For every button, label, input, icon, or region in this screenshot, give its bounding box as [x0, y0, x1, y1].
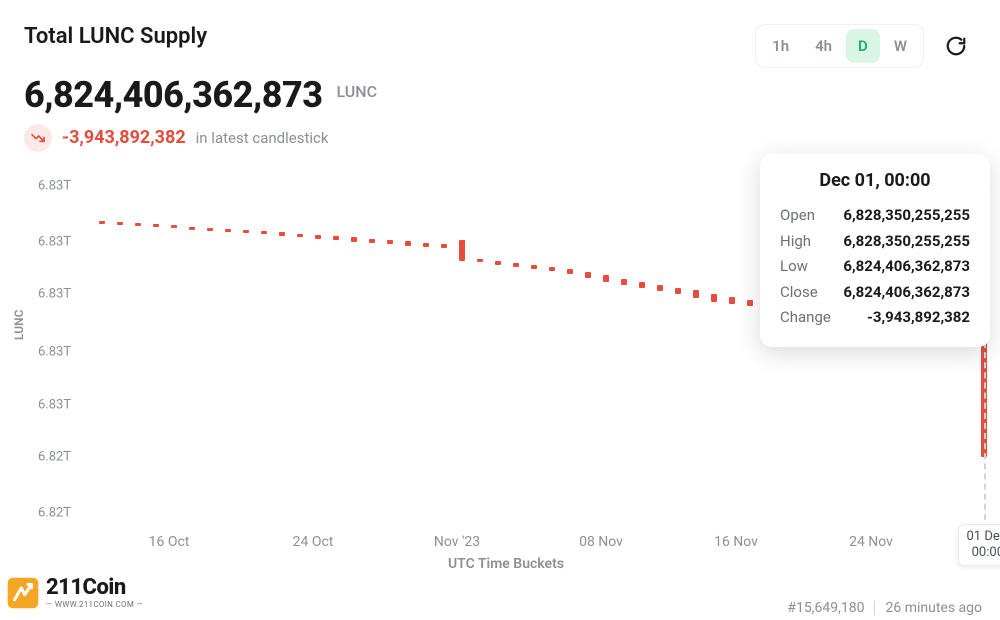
candle [99, 221, 105, 224]
candle [387, 240, 393, 244]
x-tick: 16 Oct [149, 534, 190, 550]
candle [495, 261, 501, 265]
x-tick: 24 Oct [293, 534, 334, 550]
candle [603, 275, 609, 282]
candle [531, 265, 537, 269]
candle [351, 237, 357, 242]
watermark: 211Coin — WWW.211COIN.COM — [6, 576, 143, 610]
candle [621, 279, 627, 285]
tooltip-row: Close 6,824,406,362,873 [780, 280, 970, 306]
candle [333, 236, 339, 240]
tooltip-key: Low [780, 254, 808, 280]
candle [657, 285, 663, 291]
y-tick: 6.83T [38, 397, 71, 412]
candle [135, 223, 141, 226]
candle [261, 231, 267, 234]
y-tick: 6.83T [38, 234, 71, 249]
candle [711, 294, 717, 302]
candle [171, 225, 177, 228]
tooltip-key: Change [780, 305, 831, 331]
y-tick: 6.83T [38, 287, 71, 302]
x-tick: 24 Nov [849, 534, 893, 550]
candle [693, 290, 699, 297]
time-tab-4h[interactable]: 4h [803, 29, 844, 63]
x-tick: Nov '23 [434, 534, 480, 550]
candle [441, 244, 447, 248]
block-number: #15,649,180 [787, 600, 864, 616]
candle [639, 282, 645, 288]
page-title: Total LUNC Supply [24, 24, 207, 49]
candle [369, 239, 375, 243]
candle [297, 234, 303, 238]
refresh-button[interactable] [936, 26, 976, 66]
time-tab-1h[interactable]: 1h [760, 29, 801, 63]
tooltip-key: High [780, 229, 811, 255]
candle [567, 269, 573, 275]
tooltip-value: 6,828,350,255,255 [843, 203, 970, 229]
tooltip-key: Open [780, 203, 815, 229]
y-axis-title: LUNC [12, 310, 26, 340]
candle [423, 243, 429, 247]
candle [747, 300, 753, 306]
footer-meta: #15,649,180 26 minutes ago [787, 600, 982, 616]
change-label: in latest candlestick [196, 129, 329, 147]
candle [729, 297, 735, 304]
tooltip-row: Low 6,824,406,362,873 [780, 254, 970, 280]
candle [225, 229, 231, 232]
candle [243, 230, 249, 233]
controls: 1h4hDW [755, 24, 976, 68]
candle [513, 263, 519, 267]
y-tick: 6.83T [38, 178, 71, 193]
refresh-icon [945, 35, 967, 57]
change-row: -3,943,892,382 in latest candlestick [24, 124, 976, 152]
y-tick: 6.83T [38, 345, 71, 360]
time-tab-w[interactable]: W [882, 29, 919, 63]
chart-tooltip: Dec 01, 00:00 Open 6,828,350,255,255 High 6… [760, 154, 990, 347]
x-tick: 08 Nov [579, 534, 623, 550]
candle [279, 232, 285, 236]
trend-down-badge [24, 124, 52, 152]
tooltip-row: High 6,828,350,255,255 [780, 229, 970, 255]
candle [153, 224, 159, 227]
supply-value: 6,824,406,362,873 [24, 76, 323, 116]
tooltip-row: Open 6,828,350,255,255 [780, 203, 970, 229]
candle [477, 259, 483, 262]
separator [874, 601, 875, 615]
tooltip-value: 6,828,350,255,255 [843, 229, 970, 255]
candle [459, 240, 465, 261]
watermark-icon [6, 576, 40, 610]
last-updated: 26 minutes ago [885, 600, 982, 616]
change-value: -3,943,892,382 [62, 127, 186, 148]
candle [405, 241, 411, 245]
candle [117, 222, 123, 225]
x-axis-title: UTC Time Buckets [448, 556, 564, 572]
candle [315, 235, 321, 239]
tooltip-row: Change -3,943,892,382 [780, 305, 970, 331]
watermark-sub: — WWW.211COIN.COM — [46, 601, 143, 609]
ticker-label: LUNC [336, 82, 377, 101]
stats-block: 6,824,406,362,873 LUNC -3,943,892,382 in… [0, 68, 1000, 152]
trend-down-icon [30, 130, 46, 146]
tooltip-value: -3,943,892,382 [867, 305, 970, 331]
candle [585, 272, 591, 278]
y-tick: 6.82T [38, 450, 71, 465]
crosshair-label: 01 Dec,00:00 [958, 524, 1000, 567]
tooltip-key: Close [780, 280, 818, 306]
candle [549, 267, 555, 272]
tooltip-title: Dec 01, 00:00 [780, 170, 970, 191]
tooltip-value: 6,824,406,362,873 [843, 280, 970, 306]
candle [675, 288, 681, 295]
x-tick: 16 Nov [714, 534, 758, 550]
time-tab-d[interactable]: D [846, 29, 880, 63]
tooltip-value: 6,824,406,362,873 [843, 254, 970, 280]
candle [189, 227, 195, 230]
candle [207, 228, 213, 231]
watermark-name: 211Coin [46, 577, 143, 599]
time-range-tabs: 1h4hDW [755, 24, 924, 68]
y-tick: 6.82T [38, 506, 71, 521]
